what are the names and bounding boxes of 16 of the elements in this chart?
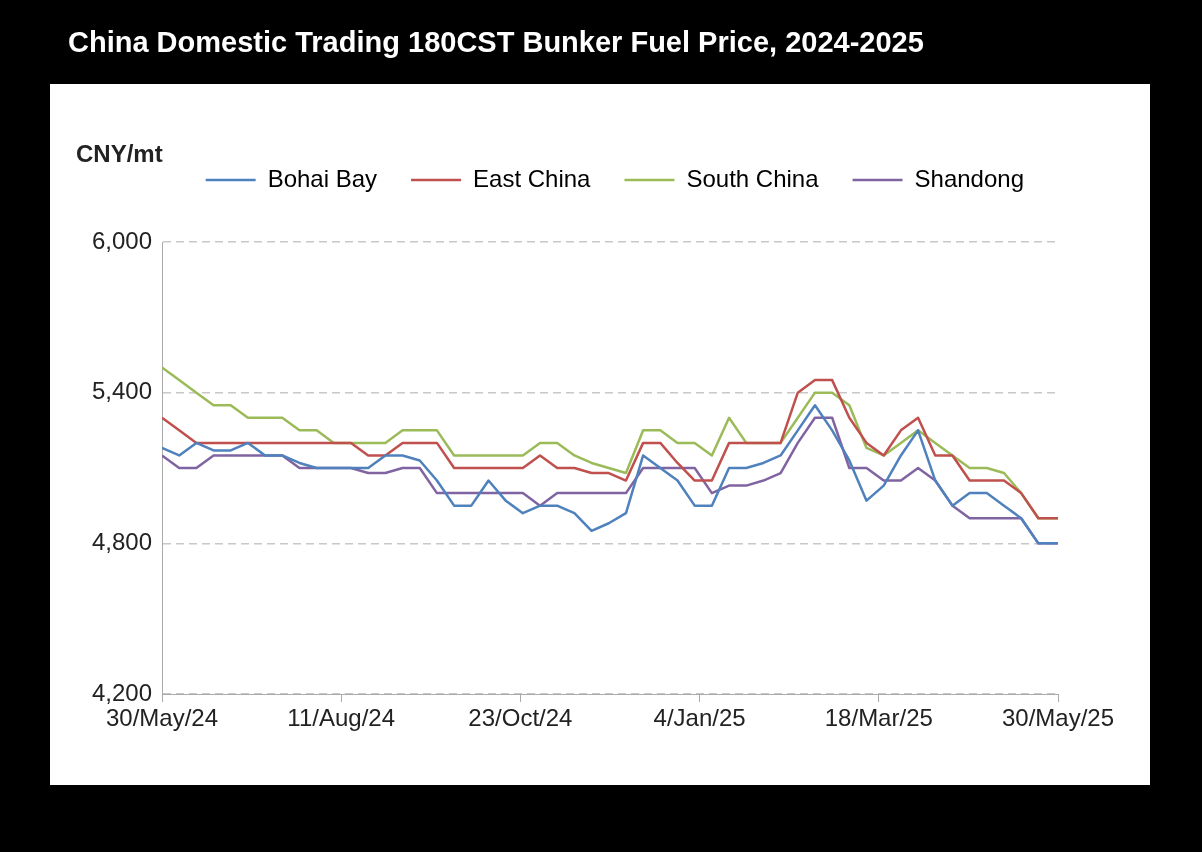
x-tick-label: 30/May/25 [1001, 704, 1115, 732]
legend-label: South China [686, 164, 820, 192]
y-tick-label: 4,200 [91, 678, 152, 706]
x-tick-label: 18/Mar/25 [824, 704, 933, 732]
x-tick-label: 4/Jan/25 [653, 704, 746, 732]
legend-label: East China [473, 164, 592, 192]
x-tick-label: 11/Aug/24 [287, 704, 396, 732]
x-tick-label: 30/May/24 [105, 704, 219, 732]
y-axis-title: CNY/mt [76, 140, 163, 168]
y-tick-label: 6,000 [91, 226, 152, 254]
x-tick-label: 23/Oct/24 [468, 704, 573, 732]
y-tick-label: 4,800 [91, 527, 152, 555]
y-tick-label: 5,400 [91, 377, 152, 405]
legend-label: Shandong [914, 164, 1025, 192]
chart-title: China Domestic Trading 180CST Bunker Fuel Price, 2024-2025 [50, 0, 1150, 84]
legend-label: Bohai Bay [267, 164, 378, 192]
